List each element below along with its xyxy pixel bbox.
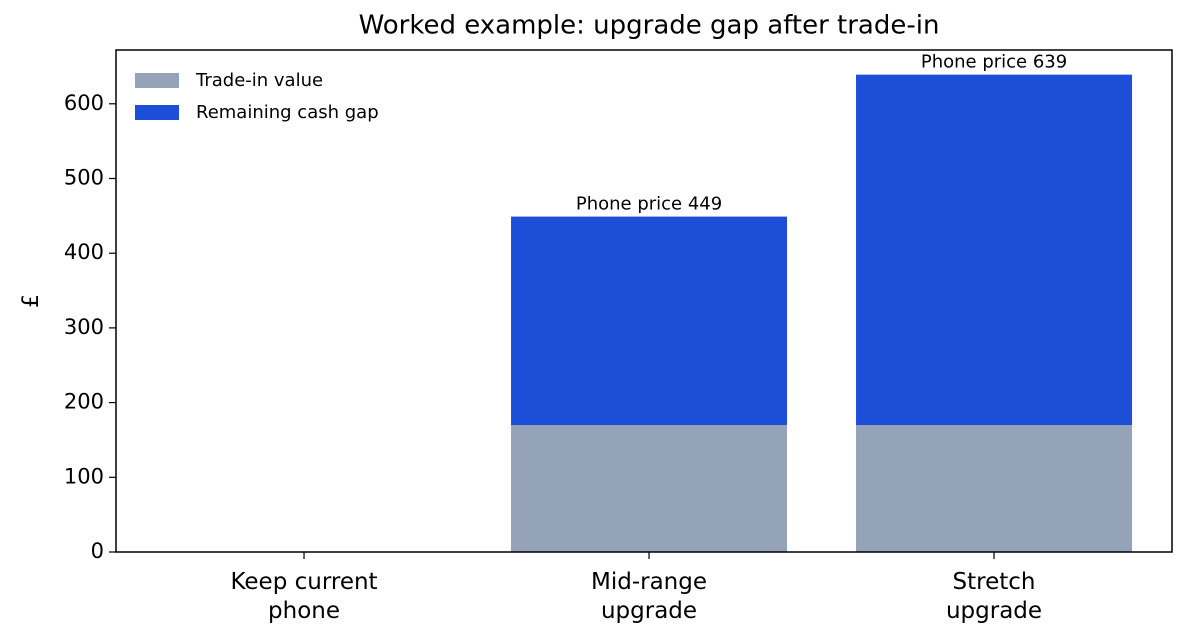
total-label: Phone price 449 (576, 194, 722, 215)
legend-swatch (135, 73, 179, 88)
y-tick-label: 0 (91, 539, 104, 563)
y-tick-label: 300 (64, 315, 104, 339)
y-tick-label: 200 (64, 390, 104, 414)
legend-label: Remaining cash gap (196, 102, 379, 123)
total-label: Phone price 639 (921, 52, 1067, 73)
plot-frame (115, 49, 1173, 553)
legend-swatch (135, 105, 179, 120)
y-axis-label: £ (19, 294, 44, 308)
y-tick-label: 600 (64, 91, 104, 115)
y-tick-label: 400 (64, 240, 104, 264)
y-tick-label: 100 (64, 464, 104, 488)
bar-segment (856, 425, 1133, 552)
chart-title: Worked example: upgrade gap after trade-… (359, 11, 940, 41)
x-tick-label: Stretch upgrade (945, 569, 1043, 624)
y-tick-label: 500 (64, 165, 104, 189)
x-tick-label: Keep current phone (230, 569, 378, 624)
bar-segment (856, 74, 1133, 426)
x-tick-label: Mid-range upgrade (591, 569, 708, 624)
bar-segment (511, 425, 788, 552)
legend-label: Trade-in value (195, 70, 323, 91)
bar-segment (511, 216, 788, 426)
